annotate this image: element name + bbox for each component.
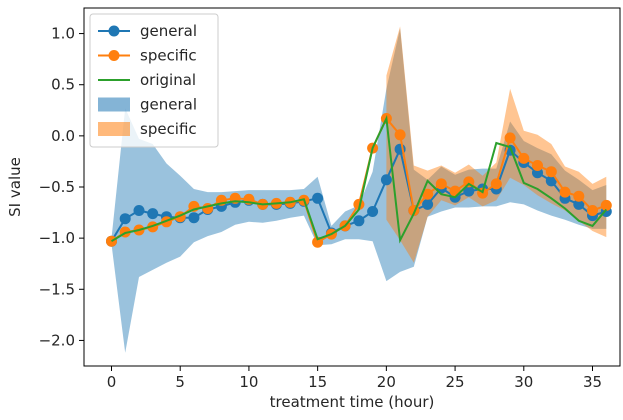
ticks-layer: 0 5 10 15 20 25 30 35 −2.0 −1.5 −1.0 −0.5 0.0 0.5 1.0	[39, 25, 602, 391]
x-tick-label-1: 5	[175, 373, 185, 391]
legend-box	[89, 13, 219, 148]
data-point-general-26	[463, 185, 475, 197]
data-point-general-3	[147, 208, 159, 220]
data-point-specific-33	[559, 186, 571, 198]
data-point-specific-24	[435, 178, 447, 190]
band-general-0	[111, 28, 607, 353]
x-tick-label-5: 25	[446, 373, 465, 391]
data-point-general-19	[367, 206, 379, 217]
x-tick-label-0: 0	[107, 373, 117, 391]
legend-label-1: specific	[140, 47, 197, 65]
data-point-general-34	[573, 198, 585, 210]
data-point-specific-28	[490, 178, 502, 190]
data-point-specific-25	[449, 185, 461, 197]
legend-handle-marker-0	[108, 25, 120, 37]
data-point-general-2	[133, 205, 145, 216]
x-tick-label-3: 15	[308, 373, 327, 391]
data-point-specific-32	[545, 166, 557, 178]
data-point-general-20	[380, 174, 392, 186]
y-tick-label-2: −1.0	[39, 229, 75, 247]
legend-label-2: original	[140, 71, 196, 89]
y-tick-label-0: −2.0	[39, 331, 75, 349]
legend-label-3: general	[140, 96, 197, 114]
legend-handle-patch-4	[98, 122, 130, 136]
series-layer	[106, 113, 612, 248]
data-point-general-1	[119, 213, 131, 225]
series-line-original-2	[110, 114, 608, 244]
y-tick-label-3: −0.5	[39, 178, 75, 196]
data-point-general-23	[422, 198, 434, 210]
legend-handle-marker-1	[108, 50, 120, 61]
x-tick-label-7: 35	[583, 373, 602, 391]
legend-handle-patch-3	[98, 97, 130, 112]
legend-items: general specific original general specific	[98, 22, 197, 138]
data-point-specific-34	[573, 190, 585, 202]
y-tick-label-6: 1.0	[51, 25, 75, 43]
data-point-specific-36	[600, 199, 612, 211]
data-point-specific-31	[532, 160, 543, 171]
data-point-specific-21	[394, 129, 406, 141]
x-tick-label-6: 30	[514, 373, 533, 391]
bands-layer	[111, 26, 607, 353]
y-tick-label-1: −1.5	[39, 280, 75, 298]
band-specific-1	[386, 26, 607, 263]
data-point-general-32	[545, 175, 557, 187]
legend: general specific original general specific	[89, 13, 219, 148]
data-point-general-6	[188, 212, 200, 224]
legend-label-4: specific	[140, 120, 197, 138]
data-point-specific-30	[518, 152, 530, 164]
y-tick-label-4: 0.0	[51, 127, 75, 145]
data-point-specific-23	[422, 188, 434, 200]
x-axis-label: treatment time (hour)	[270, 393, 435, 411]
x-tick-label-2: 10	[239, 373, 258, 391]
x-tick-label-4: 20	[377, 373, 396, 391]
data-point-specific-15	[312, 236, 324, 248]
legend-label-0: general	[140, 22, 197, 40]
data-point-general-18	[353, 215, 365, 227]
y-axis-label: SI value	[6, 157, 24, 217]
data-point-specific-35	[587, 205, 598, 216]
data-point-general-15	[312, 192, 324, 204]
data-point-specific-29	[504, 132, 516, 144]
y-tick-label-5: 0.5	[51, 76, 75, 94]
